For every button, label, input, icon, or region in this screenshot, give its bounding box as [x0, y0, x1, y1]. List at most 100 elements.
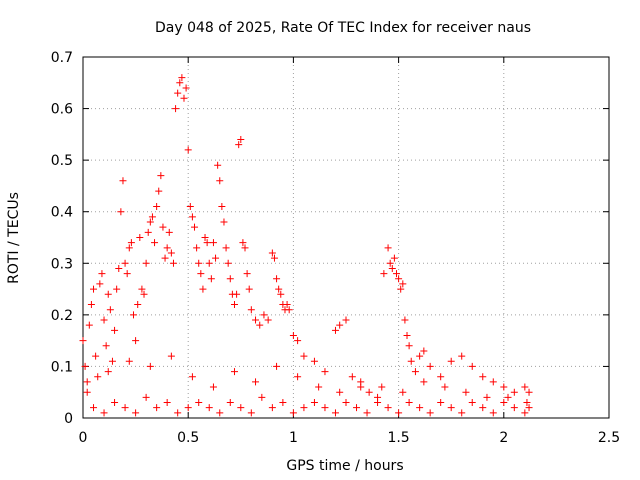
data-point	[153, 404, 161, 412]
data-point	[132, 409, 140, 417]
data-point	[283, 301, 291, 309]
y-tick-label: 0.4	[51, 205, 73, 221]
data-point	[186, 203, 194, 211]
data-point	[111, 326, 119, 334]
data-point	[132, 337, 140, 345]
data-point	[205, 259, 213, 267]
data-point	[353, 404, 361, 412]
plot-frame	[82, 56, 610, 419]
data-point	[123, 270, 131, 278]
data-point	[315, 383, 323, 391]
data-point	[167, 352, 175, 360]
data-point	[275, 285, 283, 293]
data-point	[468, 362, 476, 370]
data-point	[92, 352, 100, 360]
data-point	[153, 203, 161, 211]
data-point	[201, 234, 209, 241]
data-point	[395, 409, 403, 417]
data-point	[115, 264, 123, 272]
grid	[83, 57, 609, 418]
data-point	[321, 404, 329, 412]
data-point	[384, 244, 392, 252]
data-point	[378, 383, 386, 391]
data-point	[195, 259, 203, 267]
data-point	[159, 223, 167, 231]
data-point	[121, 404, 129, 412]
data-point	[310, 357, 318, 365]
data-point	[100, 409, 108, 417]
x-tick-label: 0	[79, 430, 88, 446]
data-point	[363, 409, 371, 417]
data-point	[416, 352, 424, 360]
data-point	[348, 373, 356, 381]
data-point	[388, 264, 396, 272]
data-point	[142, 393, 150, 401]
data-point	[479, 373, 487, 381]
data-point	[134, 301, 142, 309]
data-point	[458, 352, 466, 360]
data-point	[294, 337, 302, 345]
data-point	[405, 399, 413, 407]
data-point	[447, 357, 455, 365]
data-point	[399, 280, 407, 288]
data-point	[357, 378, 365, 386]
data-point	[111, 399, 119, 407]
data-point	[397, 285, 405, 293]
data-point	[441, 383, 449, 391]
data-point	[268, 249, 276, 257]
data-point	[342, 316, 350, 324]
data-point	[331, 409, 339, 417]
data-point	[336, 388, 344, 396]
data-point	[416, 404, 424, 412]
data-point	[212, 254, 220, 262]
data-point	[209, 239, 217, 247]
data-point	[222, 244, 230, 252]
data-point	[117, 208, 125, 216]
data-point	[279, 399, 287, 407]
data-point	[90, 404, 98, 412]
data-point	[407, 357, 415, 365]
data-point	[144, 228, 152, 236]
data-point	[169, 259, 177, 267]
data-point	[157, 172, 165, 180]
data-point	[184, 404, 192, 412]
data-point	[113, 285, 121, 293]
data-point	[119, 177, 127, 185]
data-point	[182, 84, 190, 92]
data-point	[102, 342, 110, 350]
data-point	[90, 285, 98, 293]
data-point	[268, 404, 276, 412]
data-point	[525, 404, 533, 412]
data-point	[220, 218, 228, 226]
data-point	[165, 228, 173, 236]
data-point	[395, 275, 403, 283]
data-points	[79, 74, 533, 417]
data-point	[523, 399, 531, 407]
data-point	[180, 94, 188, 102]
data-point	[235, 141, 243, 149]
data-point	[104, 290, 112, 298]
data-point	[489, 378, 497, 386]
data-point	[209, 383, 217, 391]
data-point	[252, 316, 260, 324]
x-tick-label: 1	[289, 430, 298, 446]
data-point	[405, 342, 413, 350]
data-point	[247, 409, 255, 417]
data-point	[83, 378, 91, 386]
data-point	[239, 239, 247, 247]
data-point	[172, 105, 180, 113]
data-point	[294, 373, 302, 381]
y-tick-label: 0.2	[51, 308, 73, 324]
x-tick-label: 2	[499, 430, 508, 446]
data-point	[226, 275, 234, 283]
x-tick-label: 1.5	[387, 430, 409, 446]
data-point	[104, 368, 112, 376]
data-point	[167, 249, 175, 257]
data-point	[163, 399, 171, 407]
y-tick-label: 0.5	[51, 153, 73, 169]
data-point	[100, 316, 108, 324]
data-point	[289, 409, 297, 417]
data-point	[138, 285, 146, 293]
data-point	[331, 326, 339, 334]
y-tick-label: 0.7	[51, 50, 73, 66]
